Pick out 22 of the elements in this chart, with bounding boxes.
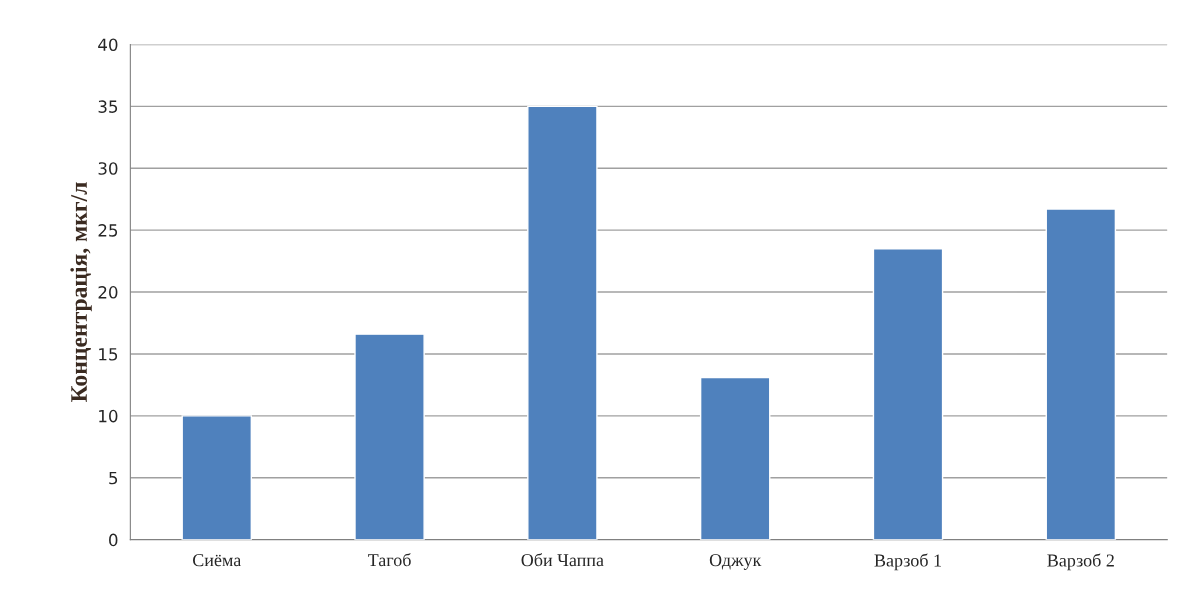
bar	[354, 333, 425, 540]
x-tick-label: Оджук	[709, 554, 762, 570]
x-tick-label: Сиёма	[192, 554, 242, 567]
x-tick-label: Тагоб	[368, 553, 411, 567]
y-tick-label: 15	[99, 348, 118, 361]
y-tick-label: 35	[98, 100, 118, 113]
y-tick-label: 10	[99, 409, 118, 423]
bar	[872, 248, 944, 540]
y-tick-label: 20	[98, 286, 118, 299]
bar	[1045, 208, 1117, 540]
x-tick-label: Оби Чаппа	[521, 553, 604, 567]
y-tick-label: 25	[98, 224, 118, 237]
y-tick-label: 30	[98, 162, 118, 175]
bar	[181, 415, 253, 540]
x-tick-label: Варзоб 2	[1047, 553, 1114, 571]
bar	[699, 376, 771, 540]
y-axis-title: Концентрація, мкг/л	[70, 182, 92, 403]
y-tick-label: 5	[109, 471, 118, 485]
y-tick-label: 40	[98, 38, 118, 52]
y-tick-label: 0	[109, 533, 118, 547]
x-tick-label: Варзоб 1	[874, 553, 941, 571]
bar	[527, 105, 598, 540]
